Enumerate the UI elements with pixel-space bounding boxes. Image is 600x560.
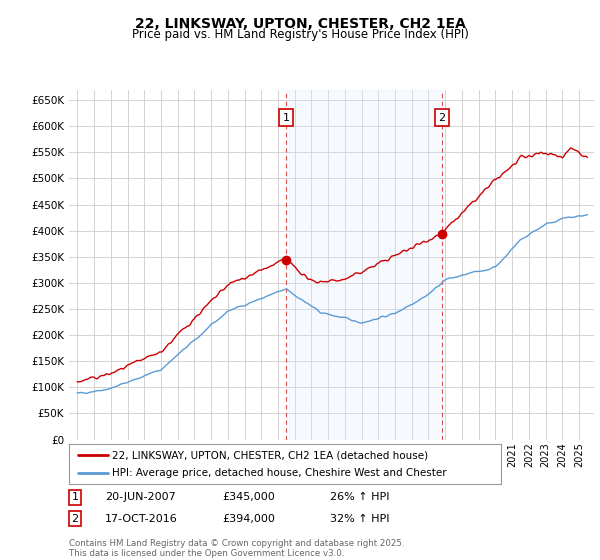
Text: 22, LINKSWAY, UPTON, CHESTER, CH2 1EA: 22, LINKSWAY, UPTON, CHESTER, CH2 1EA bbox=[134, 17, 466, 31]
Text: £345,000: £345,000 bbox=[222, 492, 275, 502]
Text: 20-JUN-2007: 20-JUN-2007 bbox=[105, 492, 176, 502]
Text: 26% ↑ HPI: 26% ↑ HPI bbox=[330, 492, 389, 502]
Bar bbox=[286, 90, 442, 440]
Text: 32% ↑ HPI: 32% ↑ HPI bbox=[330, 514, 389, 524]
Text: 22, LINKSWAY, UPTON, CHESTER, CH2 1EA (detached house): 22, LINKSWAY, UPTON, CHESTER, CH2 1EA (d… bbox=[112, 450, 428, 460]
Text: 17-OCT-2016: 17-OCT-2016 bbox=[105, 514, 178, 524]
Text: 1: 1 bbox=[71, 492, 79, 502]
Text: Contains HM Land Registry data © Crown copyright and database right 2025.
This d: Contains HM Land Registry data © Crown c… bbox=[69, 539, 404, 558]
Text: 1: 1 bbox=[283, 113, 289, 123]
Text: 2: 2 bbox=[71, 514, 79, 524]
Text: 2: 2 bbox=[438, 113, 445, 123]
Text: Price paid vs. HM Land Registry's House Price Index (HPI): Price paid vs. HM Land Registry's House … bbox=[131, 28, 469, 41]
Text: £394,000: £394,000 bbox=[222, 514, 275, 524]
Text: HPI: Average price, detached house, Cheshire West and Chester: HPI: Average price, detached house, Ches… bbox=[112, 468, 447, 478]
